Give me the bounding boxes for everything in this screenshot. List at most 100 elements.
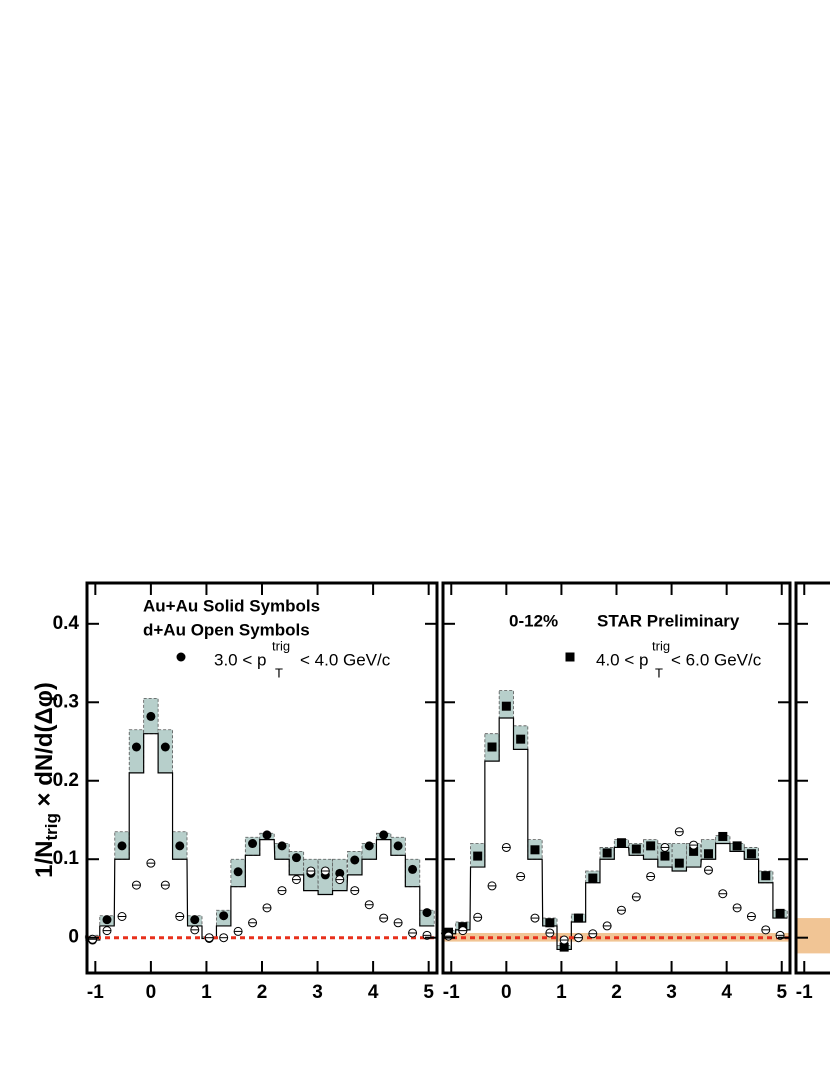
point [588,873,598,883]
point [646,871,656,881]
y-tick-label: 0.3 [53,691,79,712]
point [408,864,418,874]
x-tick-label: 3 [666,982,677,1003]
point [160,742,170,752]
point [306,866,316,876]
point [573,913,583,923]
point [674,858,684,868]
point [277,886,287,896]
point [335,875,345,885]
point [761,925,771,935]
legend-text: 3.0 < p [214,650,266,669]
point [248,918,258,928]
legend-text: < 4.0 GeV/c [300,650,391,669]
point [487,881,497,891]
point [131,742,141,752]
point [718,889,728,899]
point [444,931,454,941]
point [674,827,684,837]
zero-band [796,918,830,954]
y-tick-label: 0 [68,927,79,948]
point [458,926,468,936]
point [559,935,569,945]
point [219,933,229,943]
annotation: d+Au Open Symbols [143,620,310,639]
x-tick-label: 0 [501,982,512,1003]
point [248,839,258,849]
point [233,926,243,936]
point [117,841,127,851]
legend-sup: trig [652,638,670,653]
x-tick-label: -1 [443,982,460,1003]
y-tick-label: 0.4 [53,613,80,634]
point [262,903,272,913]
x-tick-label: 1 [556,982,567,1003]
frame [441,581,792,975]
point [501,842,511,852]
point [146,858,156,868]
point [379,913,389,923]
point [291,875,301,885]
point [320,866,330,876]
y-tick-label: 0.2 [53,770,79,791]
legend-sub: T [655,665,663,680]
point [146,711,156,721]
point [732,903,742,913]
panel: 0 0.1 0.2 0.3 0.4 -1 0 1 2 3 4 5 Au+Au Solid Symbols… [53,581,439,1003]
y-label-rest: × dN/d(Δφ) [31,682,58,813]
x-tick-label: 3 [312,982,323,1003]
point [408,928,418,938]
point [616,905,626,915]
point [689,840,699,850]
point [131,880,141,890]
point [175,912,185,922]
point [761,871,771,881]
point [487,742,497,752]
point [88,934,98,944]
panel: -1 [794,581,830,1003]
point [175,841,185,851]
point [646,841,656,851]
point [277,841,287,851]
point [732,841,742,851]
x-tick-label: -1 [87,982,104,1003]
point [703,865,713,875]
annotation: STAR Preliminary [597,611,740,630]
point [545,918,555,928]
x-tick-label: 5 [776,982,787,1003]
x-tick-label: 4 [721,982,732,1003]
point [775,908,785,918]
point [102,915,112,925]
x-tick-label: -1 [796,982,813,1003]
x-tick-label: 5 [423,982,434,1003]
y-label-sub: trig [42,813,61,840]
point [631,844,641,854]
frame [794,581,830,975]
y-label-main: 1/N [31,841,58,878]
point [616,838,626,848]
point [588,929,598,939]
y-tick-label: 0.1 [53,848,80,869]
legend-marker [176,652,186,662]
point [190,915,200,925]
point [530,845,540,855]
point [379,830,389,840]
point [530,913,540,923]
point [102,926,112,936]
point [516,871,526,881]
x-tick-label: 4 [368,982,379,1003]
point [516,734,526,744]
point [501,701,511,711]
point [117,912,127,922]
y-axis-label: 1/Ntrig × dN/d(Δφ) [31,682,61,878]
point [689,846,699,856]
x-tick-label: 1 [201,982,212,1003]
point [393,918,403,928]
x-tick-label: 0 [146,982,157,1003]
point [746,849,756,859]
point [233,867,243,877]
point [160,880,170,890]
point [364,900,374,910]
annotation: Au+Au Solid Symbols [143,596,320,615]
